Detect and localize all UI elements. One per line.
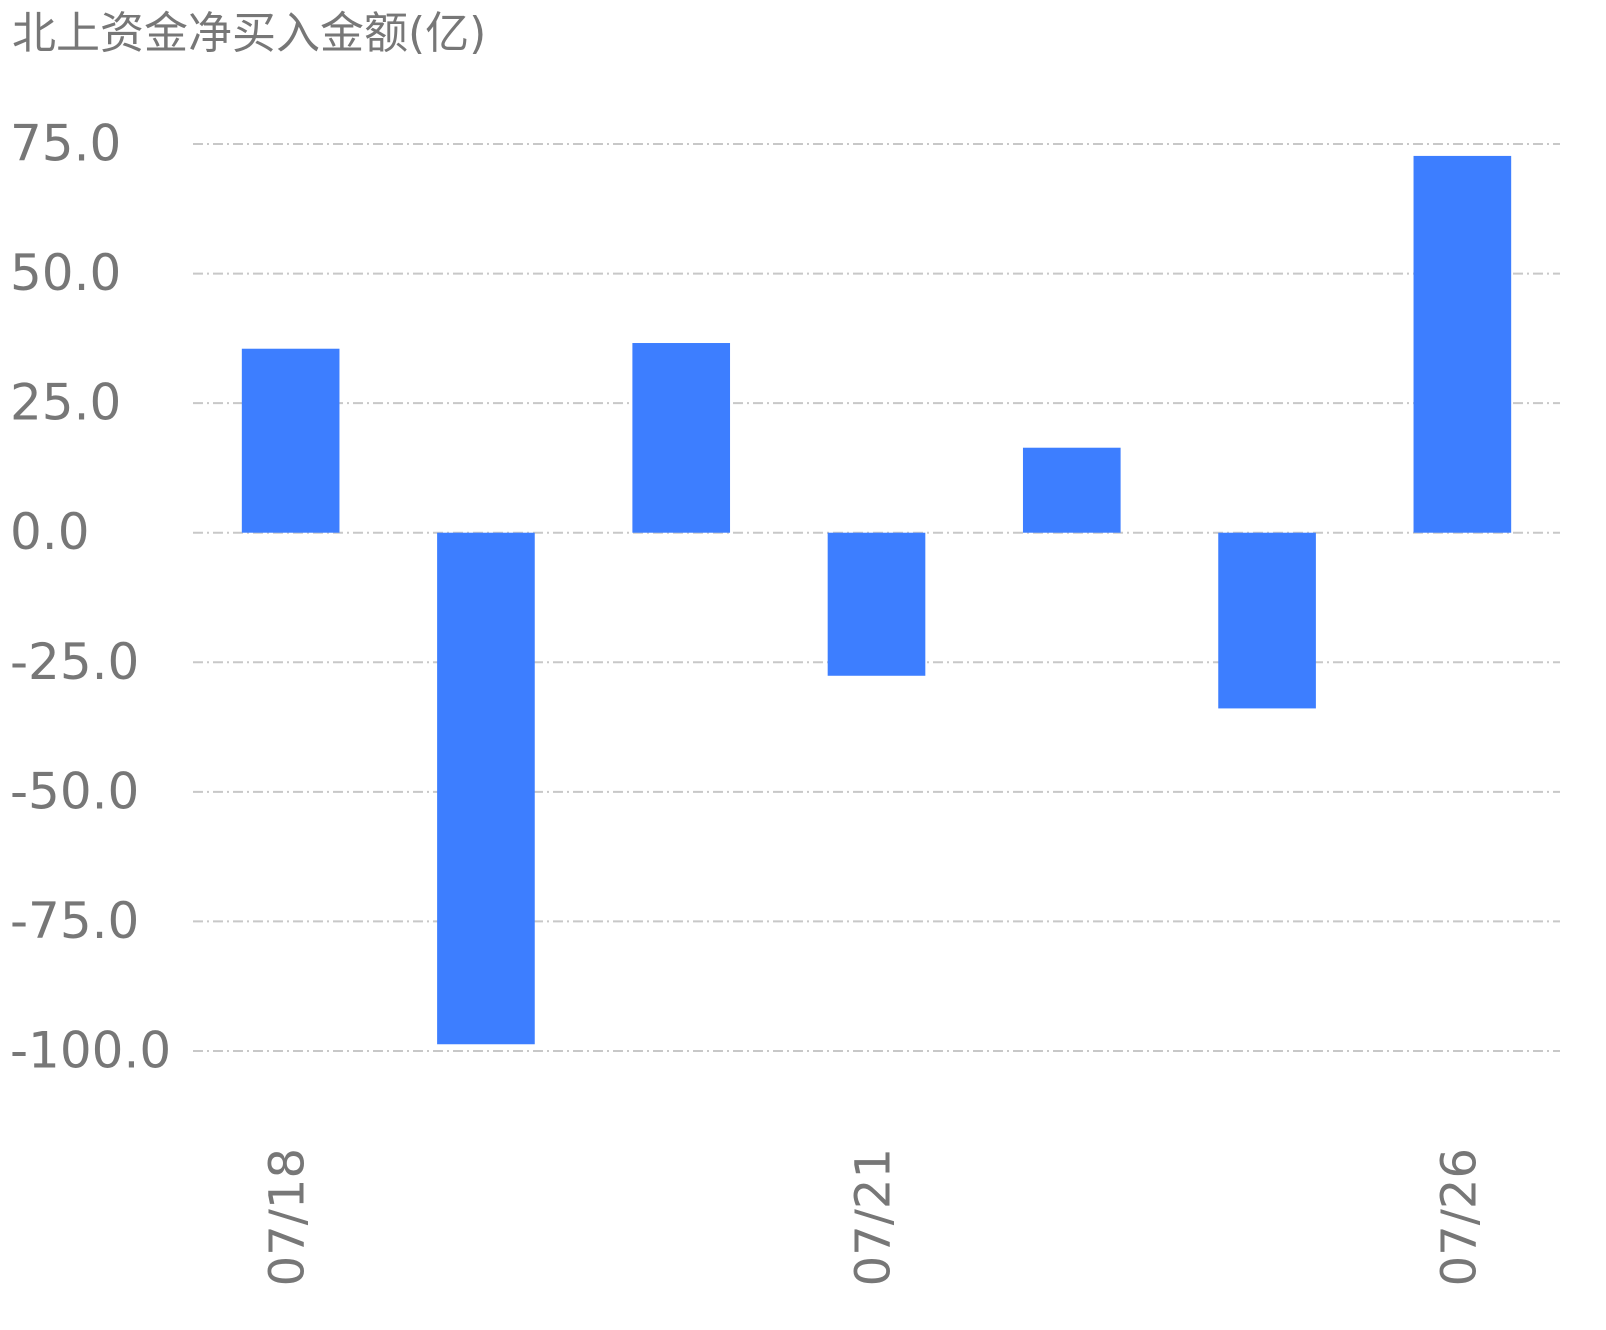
x-tick-label: 07/21 [846,1148,902,1286]
y-tick-label: 0.0 [10,503,90,561]
x-tick-label: 07/26 [1431,1148,1487,1286]
bar [437,532,535,1045]
y-tick-label: 50.0 [10,244,121,302]
bar [1022,447,1121,533]
bar [1413,155,1512,533]
bar [1218,532,1316,709]
bar [632,343,731,533]
y-tick-label: -100.0 [10,1022,171,1080]
y-tick-label: -75.0 [10,892,139,950]
y-tick-label: 75.0 [10,115,121,173]
bar [241,348,340,533]
chart-title: 北上资金净买入金额(亿) [12,8,486,59]
x-tick-label: 07/18 [260,1148,316,1286]
y-tick-label: 25.0 [10,374,121,432]
bar [827,532,926,676]
y-tick-label: -25.0 [10,633,139,691]
y-tick-label: -50.0 [10,762,139,820]
